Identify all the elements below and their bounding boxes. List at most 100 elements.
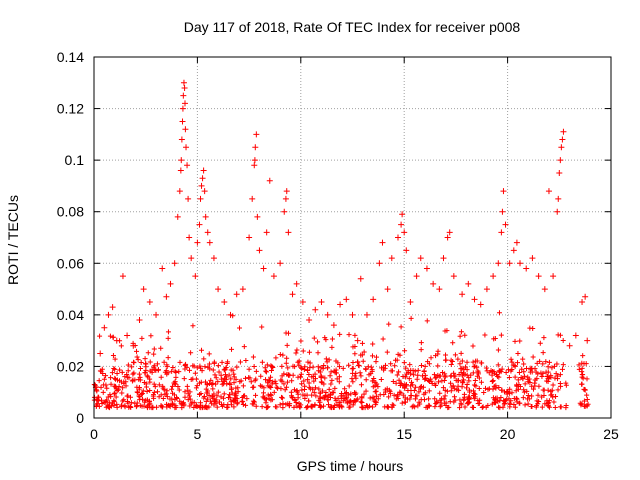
noise-point [361,391,367,397]
noise-point [210,380,216,386]
data-point [401,229,408,236]
data-point [399,211,406,218]
noise-point [369,353,375,359]
noise-point [211,360,217,366]
noise-point [329,336,335,342]
noise-point [399,400,405,406]
noise-point [502,398,508,404]
noise-point [557,381,563,387]
data-point [357,275,364,282]
noise-point [489,378,495,384]
noise-point [100,371,106,377]
noise-point [482,385,488,391]
noise-point [251,363,257,369]
noise-point [318,373,324,379]
noise-point [335,360,341,366]
noise-point [129,364,135,370]
noise-point [114,404,120,410]
noise-point [515,360,521,366]
noise-point [560,362,566,368]
noise-point [529,393,535,399]
data-point [159,265,166,272]
noise-point [315,364,321,370]
noise-point [116,383,122,389]
noise-point [454,387,460,393]
noise-point [298,374,304,380]
noise-point [323,356,329,362]
data-point [370,296,377,303]
data-point [490,273,497,280]
noise-point [228,367,234,373]
y-tick-label: 0.02 [57,358,84,374]
noise-point [395,351,401,357]
noise-point [221,367,227,373]
noise-point [537,358,543,364]
noise-point [197,404,203,410]
noise-point [165,329,171,335]
noise-point [358,382,364,388]
noise-point [296,400,302,406]
noise-point [555,332,561,338]
noise-point [441,396,447,402]
noise-point [444,328,450,334]
noise-point [253,392,259,398]
data-point [124,332,131,339]
noise-point [263,400,269,406]
y-tick-label: 0.14 [57,49,84,65]
noise-point [459,373,465,379]
noise-point [389,368,395,374]
noise-point [302,383,308,389]
noise-point [235,389,241,395]
noise-point [281,381,287,387]
noise-point [436,379,442,385]
noise-point [458,329,464,335]
noise-point [448,380,454,386]
noise-point [306,380,312,386]
noise-point [142,356,148,362]
noise-point [171,392,177,398]
data-point [498,229,505,236]
noise-point [284,342,290,348]
noise-point [378,377,384,382]
noise-point [388,361,394,367]
noise-point [359,340,365,346]
noise-point [403,374,409,380]
noise-point [250,384,256,390]
noise-point [483,365,489,371]
x-axis-label: GPS time / hours [297,458,404,474]
noise-point [520,395,526,401]
data-point [398,221,405,228]
noise-point [190,323,196,329]
data-point [179,118,186,125]
noise-point [353,390,359,396]
noise-point [389,402,395,408]
data-point [256,247,263,254]
noise-point [493,383,499,389]
noise-point [139,335,145,341]
noise-point [257,383,263,389]
noise-point [329,344,335,350]
noise-point [264,404,270,410]
noise-point [215,379,221,385]
y-tick-label: 0 [76,410,84,426]
noise-point [210,367,216,373]
data-point [513,239,520,246]
noise-point [334,376,340,382]
data-point [523,265,530,272]
noise-point [418,362,424,368]
noise-point [421,368,427,374]
noise-point [181,376,187,382]
noise-point [412,368,418,374]
noise-point [342,386,348,392]
noise-point [305,377,311,383]
noise-point [104,385,110,391]
noise-point [233,395,239,401]
noise-point [302,392,308,398]
noise-point [370,341,376,347]
noise-point [466,387,472,393]
noise-point [117,378,123,384]
noise-point [317,369,323,375]
noise-point [229,390,235,396]
noise-point [137,377,143,383]
noise-point [286,330,292,336]
